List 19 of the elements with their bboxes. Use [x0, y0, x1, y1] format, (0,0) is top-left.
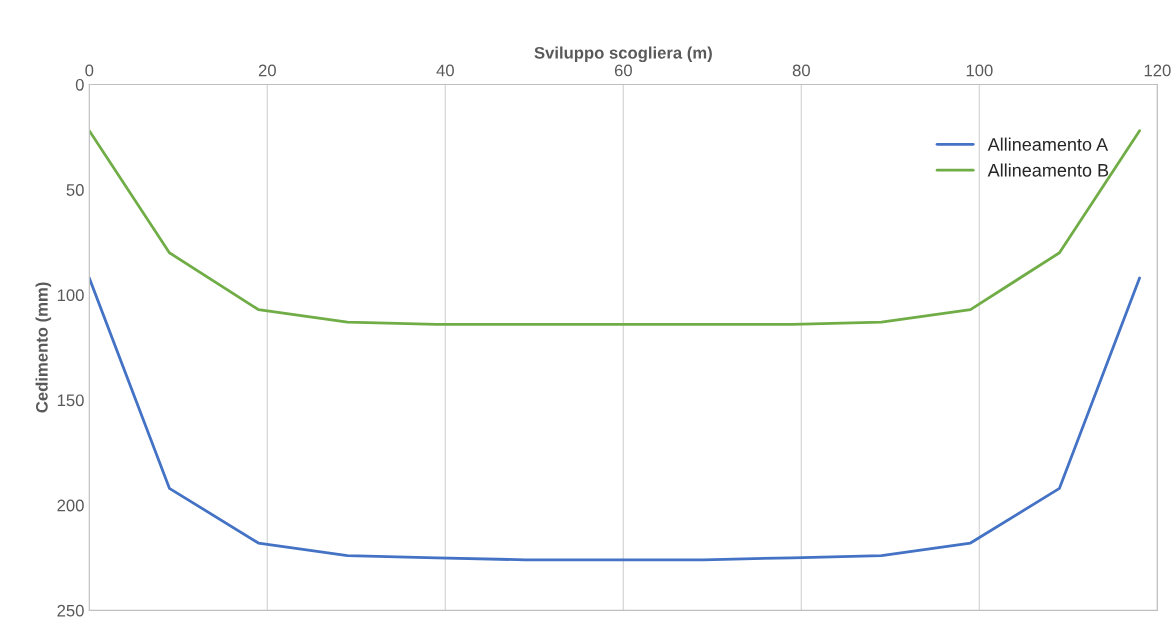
legend-label: Allineamento B: [987, 163, 1109, 177]
y-tick-label: 50: [66, 184, 84, 196]
y-tick-label: 200: [57, 499, 84, 512]
line-series: [89, 276, 1141, 562]
x-tick-label: 120: [1144, 64, 1171, 77]
y-axis-title: Cedimento (mm): [35, 282, 52, 413]
y-tick-label: 100: [57, 289, 84, 302]
x-axis-title: Sviluppo scogliera (m): [534, 46, 712, 63]
y-tick-label: 0: [75, 78, 84, 91]
y-tick-label: 150: [57, 394, 84, 407]
line-series: [89, 129, 1141, 326]
x-tick-label: 100: [966, 64, 993, 77]
x-tick-label: 80: [792, 64, 810, 77]
legend-label: Allineamento A: [987, 137, 1109, 151]
y-tick-label: 250: [57, 604, 84, 617]
x-tick-label: 0: [85, 64, 94, 77]
x-tick-label: 40: [436, 64, 454, 77]
x-tick-label: 20: [258, 64, 276, 77]
x-tick-label: 60: [614, 64, 632, 77]
